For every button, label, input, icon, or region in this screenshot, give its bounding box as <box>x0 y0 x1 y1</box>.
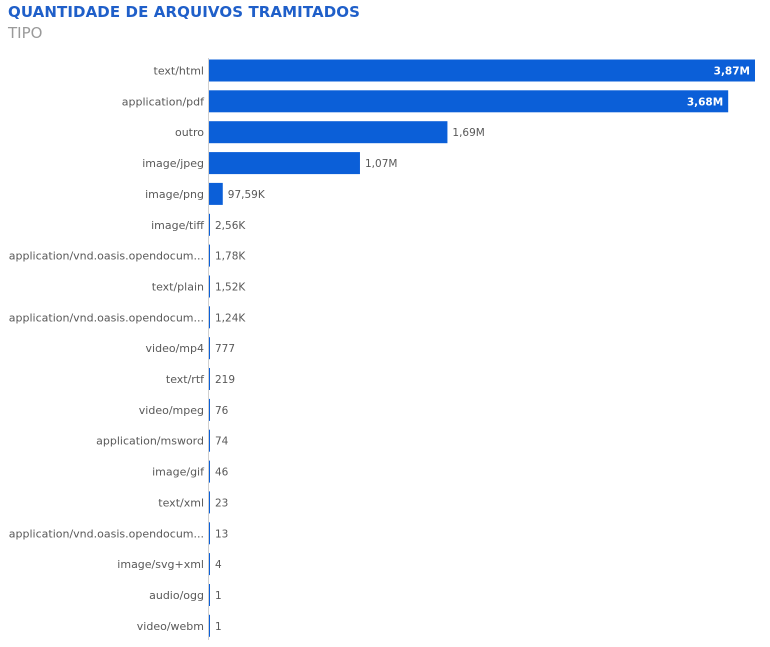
bar-7[interactable] <box>209 275 210 298</box>
value-label: 1,07M <box>365 158 397 170</box>
value-label: 13 <box>215 528 228 540</box>
category-label: video/webm <box>137 620 204 633</box>
bar-16[interactable] <box>209 553 210 576</box>
chart-title: QUANTIDADE DE ARQUIVOS TRAMITADOS <box>8 3 361 21</box>
category-label: video/mpeg <box>139 404 204 417</box>
bar-13[interactable] <box>209 460 210 483</box>
bar-8[interactable] <box>209 306 210 329</box>
bar-12[interactable] <box>209 429 210 452</box>
category-labels: text/html application/pdf outro image/jpeg i… <box>9 65 205 633</box>
value-label: 219 <box>215 374 235 386</box>
bar-15[interactable] <box>209 522 210 545</box>
bar-18[interactable] <box>209 614 210 637</box>
bar-0[interactable] <box>209 59 755 82</box>
bar-1[interactable] <box>209 90 729 113</box>
category-label: text/rtf <box>166 373 205 386</box>
category-label: image/png <box>145 188 204 201</box>
bar-3[interactable] <box>209 152 360 175</box>
value-label: 3,87M <box>714 66 750 78</box>
category-label: image/tiff <box>151 219 204 232</box>
bar-10[interactable] <box>209 368 210 390</box>
bar-5[interactable] <box>209 213 210 236</box>
value-label: 97,59K <box>228 189 266 201</box>
value-label: 23 <box>215 497 228 509</box>
value-label: 74 <box>215 436 229 448</box>
value-label: 1 <box>215 621 222 633</box>
bar-2[interactable] <box>209 121 448 144</box>
bar-14[interactable] <box>209 491 210 514</box>
category-label: application/vnd.oasis.opendocum... <box>9 311 204 324</box>
value-label: 4 <box>215 559 222 571</box>
category-label: application/msword <box>96 435 204 448</box>
category-label: application/pdf <box>122 95 205 108</box>
category-label: text/plain <box>152 281 204 294</box>
value-label: 777 <box>215 343 235 355</box>
category-label: video/mp4 <box>146 342 204 355</box>
value-label: 46 <box>215 467 229 479</box>
category-label: image/gif <box>152 466 205 479</box>
category-label: application/vnd.oasis.opendocum... <box>9 250 204 263</box>
category-label: image/jpeg <box>142 157 204 170</box>
chart-subtitle: TIPO <box>8 24 43 42</box>
value-label: 1,78K <box>215 251 246 263</box>
bar-6[interactable] <box>209 244 210 267</box>
value-label: 1,24K <box>215 312 246 324</box>
bar-4[interactable] <box>209 182 223 205</box>
value-label: 1 <box>215 590 222 602</box>
category-label: image/svg+xml <box>117 558 204 571</box>
bars-group <box>209 59 755 637</box>
category-label: outro <box>175 126 204 139</box>
category-label: text/html <box>154 65 204 78</box>
value-label: 1,52K <box>215 282 246 294</box>
bar-9[interactable] <box>209 337 210 360</box>
value-label: 3,68M <box>687 96 723 108</box>
category-label: audio/ogg <box>149 589 204 602</box>
bar-17[interactable] <box>209 584 210 606</box>
value-label: 2,56K <box>215 220 246 232</box>
category-label: application/vnd.oasis.opendocum... <box>9 527 204 540</box>
category-label: text/xml <box>158 496 204 509</box>
value-label: 76 <box>215 405 229 417</box>
bar-11[interactable] <box>209 398 210 421</box>
value-label: 1,69M <box>452 127 484 139</box>
value-labels: 3,87M 3,68M 1,69M 1,07M 97,59K 2,56K 1,78K 1,52… <box>215 66 750 633</box>
